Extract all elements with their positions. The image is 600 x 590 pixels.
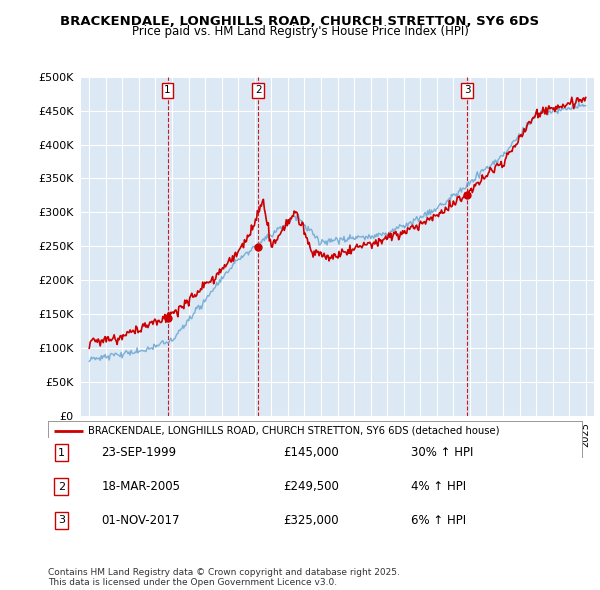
Text: 3: 3 bbox=[58, 516, 65, 525]
Text: 6% ↑ HPI: 6% ↑ HPI bbox=[411, 514, 466, 527]
Text: 18-MAR-2005: 18-MAR-2005 bbox=[101, 480, 181, 493]
Text: 23-SEP-1999: 23-SEP-1999 bbox=[101, 446, 176, 459]
Text: BRACKENDALE, LONGHILLS ROAD, CHURCH STRETTON, SY6 6DS (detached house): BRACKENDALE, LONGHILLS ROAD, CHURCH STRE… bbox=[88, 426, 500, 436]
Text: 30% ↑ HPI: 30% ↑ HPI bbox=[411, 446, 473, 459]
Text: 3: 3 bbox=[464, 86, 470, 95]
Text: 2: 2 bbox=[255, 86, 262, 95]
Text: 01-NOV-2017: 01-NOV-2017 bbox=[101, 514, 180, 527]
Text: 1: 1 bbox=[58, 448, 65, 457]
Text: HPI: Average price, detached house, Shropshire: HPI: Average price, detached house, Shro… bbox=[88, 444, 326, 454]
Text: Price paid vs. HM Land Registry's House Price Index (HPI): Price paid vs. HM Land Registry's House … bbox=[131, 25, 469, 38]
Text: £145,000: £145,000 bbox=[283, 446, 339, 459]
Text: Contains HM Land Registry data © Crown copyright and database right 2025.
This d: Contains HM Land Registry data © Crown c… bbox=[48, 568, 400, 587]
Text: 1: 1 bbox=[164, 86, 171, 95]
Text: BRACKENDALE, LONGHILLS ROAD, CHURCH STRETTON, SY6 6DS: BRACKENDALE, LONGHILLS ROAD, CHURCH STRE… bbox=[61, 15, 539, 28]
Text: 4% ↑ HPI: 4% ↑ HPI bbox=[411, 480, 466, 493]
Text: 2: 2 bbox=[58, 482, 65, 491]
Text: £325,000: £325,000 bbox=[283, 514, 338, 527]
Text: £249,500: £249,500 bbox=[283, 480, 339, 493]
